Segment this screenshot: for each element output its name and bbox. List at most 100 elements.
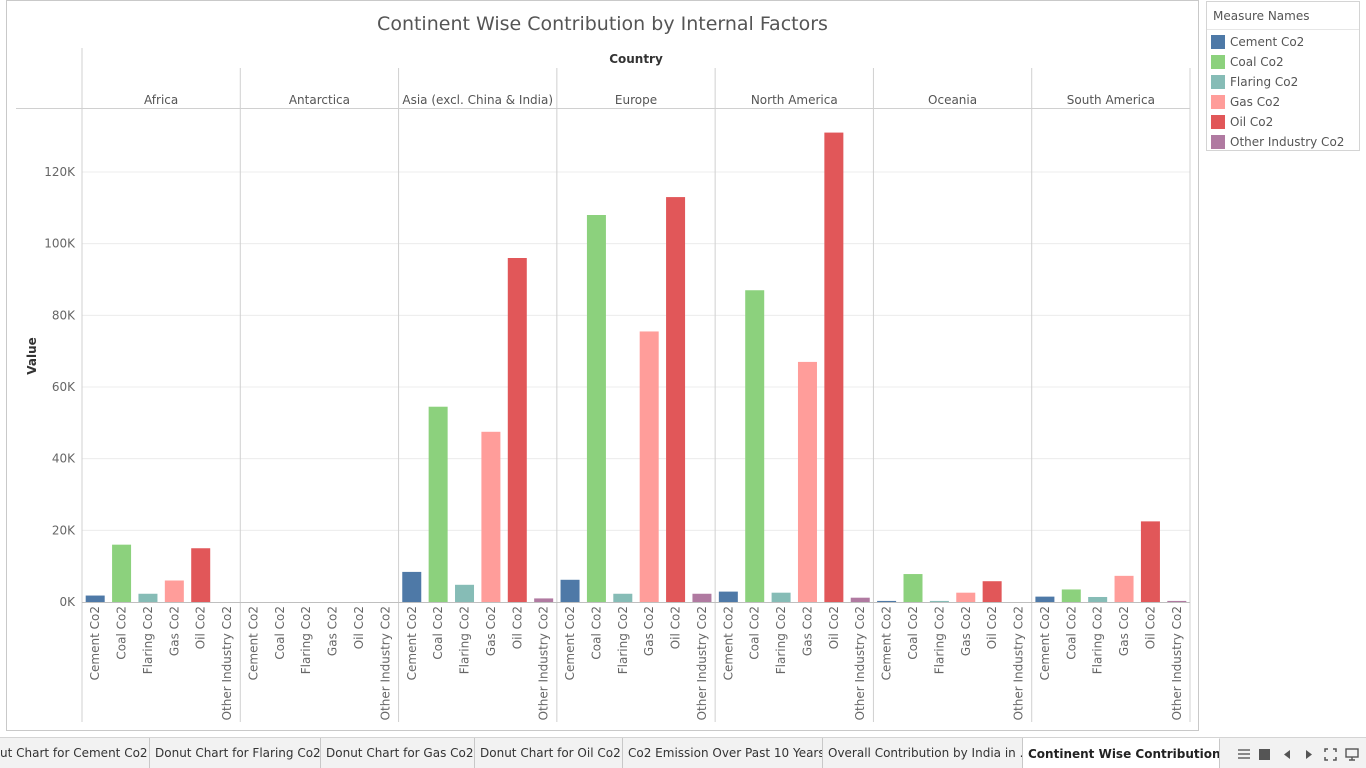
- sheet-tab[interactable]: Donut Chart for Oil Co2: [475, 738, 623, 768]
- x-tick-label: Cement Co2: [405, 606, 419, 680]
- legend-swatch: [1211, 95, 1225, 109]
- bar: [560, 579, 580, 602]
- bar: [718, 591, 738, 602]
- x-tick-label: Oil Co2: [1143, 606, 1157, 649]
- x-tick-label: Gas Co2: [326, 606, 340, 656]
- x-tick-label: Other Industry Co2: [220, 606, 234, 720]
- x-tick-label: Other Industry Co2: [1012, 606, 1026, 720]
- legend-swatch: [1211, 55, 1225, 69]
- bar: [929, 600, 949, 602]
- bar: [85, 595, 105, 602]
- legend-label: Oil Co2: [1230, 115, 1274, 129]
- filmstrip-icon[interactable]: [1257, 747, 1271, 761]
- x-tick-label: Oil Co2: [985, 606, 999, 649]
- group-label: North America: [751, 93, 838, 107]
- x-tick-label: Flaring Co2: [932, 606, 946, 674]
- y-tick-label: 100K: [44, 237, 76, 251]
- x-tick-label: Cement Co2: [563, 606, 577, 680]
- bar: [1114, 575, 1134, 602]
- x-tick-label: Gas Co2: [484, 606, 498, 656]
- bar: [1140, 521, 1160, 602]
- x-tick-label: Other Industry Co2: [1170, 606, 1184, 720]
- bar: [797, 361, 817, 602]
- bar: [771, 592, 791, 602]
- bar: [455, 584, 475, 602]
- x-tick-label: Other Industry Co2: [378, 606, 392, 720]
- next-sheet-icon[interactable]: [1302, 747, 1316, 761]
- bar: [112, 544, 132, 602]
- sheet-tab[interactable]: Co2 Emission Over Past 10 Years: [623, 738, 823, 768]
- group-label: Asia (excl. China & India): [402, 93, 553, 107]
- bar: [164, 580, 184, 602]
- x-tick-label: Coal Co2: [906, 606, 920, 660]
- sheet-tab[interactable]: Donut Chart for Gas Co2: [321, 738, 475, 768]
- group-label: Europe: [615, 93, 657, 107]
- x-tick-label: Oil Co2: [827, 606, 841, 649]
- bar: [191, 548, 211, 602]
- bar: [534, 598, 554, 602]
- x-tick-label: Oil Co2: [510, 606, 524, 649]
- show-sheets-icon[interactable]: [1237, 747, 1251, 761]
- bar: [982, 581, 1002, 602]
- legend-item[interactable]: Coal Co2: [1211, 52, 1284, 72]
- x-tick-label: Gas Co2: [642, 606, 656, 656]
- bar: [877, 600, 897, 602]
- bar: [1167, 600, 1187, 602]
- x-tick-label: Gas Co2: [167, 606, 181, 656]
- legend-label: Coal Co2: [1230, 55, 1284, 69]
- column-header: Country: [609, 52, 663, 66]
- bar: [402, 571, 422, 602]
- x-tick-label: Flaring Co2: [616, 606, 630, 674]
- legend-swatch: [1211, 135, 1225, 149]
- presentation-icon[interactable]: [1345, 747, 1359, 761]
- legend-item[interactable]: Flaring Co2: [1211, 72, 1298, 92]
- x-tick-label: Gas Co2: [959, 606, 973, 656]
- bar: [481, 431, 501, 602]
- x-tick-label: Oil Co2: [194, 606, 208, 649]
- fullscreen-icon[interactable]: [1323, 747, 1337, 761]
- bar: [428, 406, 448, 602]
- x-tick-label: Gas Co2: [800, 606, 814, 656]
- y-tick-label: 0K: [59, 595, 76, 609]
- x-tick-label: Flaring Co2: [774, 606, 788, 674]
- x-tick-label: Oil Co2: [352, 606, 366, 649]
- sheet-tab-active[interactable]: Continent Wise Contribution b...: [1023, 738, 1220, 768]
- x-tick-label: Other Industry Co2: [695, 606, 709, 720]
- x-tick-label: Other Industry Co2: [537, 606, 551, 720]
- bar-chart: Country 0K 20K 40K 60K 80K 100K 120K Value Africa…: [16, 48, 1191, 722]
- legend-label: Flaring Co2: [1230, 75, 1299, 89]
- legend-item[interactable]: Other Industry Co2: [1211, 132, 1344, 152]
- bar: [1088, 596, 1108, 602]
- sheet-tab[interactable]: Donut Chart for Flaring Co2: [150, 738, 321, 768]
- x-tick-label: Flaring Co2: [458, 606, 472, 674]
- bar: [692, 593, 712, 602]
- x-tick-label: Coal Co2: [1064, 606, 1078, 660]
- legend-item[interactable]: Oil Co2: [1211, 112, 1273, 132]
- x-tick-label: Coal Co2: [431, 606, 445, 660]
- legend-title: Measure Names: [1207, 2, 1359, 30]
- bar: [903, 574, 923, 602]
- y-tick-label: 40K: [52, 452, 76, 466]
- x-tick-label: Gas Co2: [1117, 606, 1131, 656]
- bar: [956, 592, 976, 602]
- legend-item[interactable]: Gas Co2: [1211, 92, 1280, 112]
- bar: [745, 290, 765, 602]
- bar: [613, 593, 633, 602]
- bar: [666, 197, 686, 603]
- x-tick-label: Coal Co2: [589, 606, 603, 660]
- x-tick-label: Oil Co2: [669, 606, 683, 649]
- x-tick-label: Coal Co2: [748, 606, 762, 660]
- y-tick-label: 120K: [44, 165, 76, 179]
- bar: [1061, 589, 1081, 602]
- x-tick-label: Cement Co2: [246, 606, 260, 680]
- bar: [586, 215, 606, 602]
- x-tick-label: Cement Co2: [880, 606, 894, 680]
- group-label: Oceania: [928, 93, 977, 107]
- x-tick-label: Flaring Co2: [299, 606, 313, 674]
- chart-title: Continent Wise Contribution by Internal …: [377, 13, 828, 35]
- sheet-tab[interactable]: Overall Contribution by India in ...: [823, 738, 1023, 768]
- sheet-tab[interactable]: ut Chart for Cement Co2: [0, 738, 150, 768]
- legend-item[interactable]: Cement Co2: [1211, 32, 1304, 52]
- x-tick-label: Coal Co2: [273, 606, 287, 660]
- prev-sheet-icon[interactable]: [1280, 747, 1294, 761]
